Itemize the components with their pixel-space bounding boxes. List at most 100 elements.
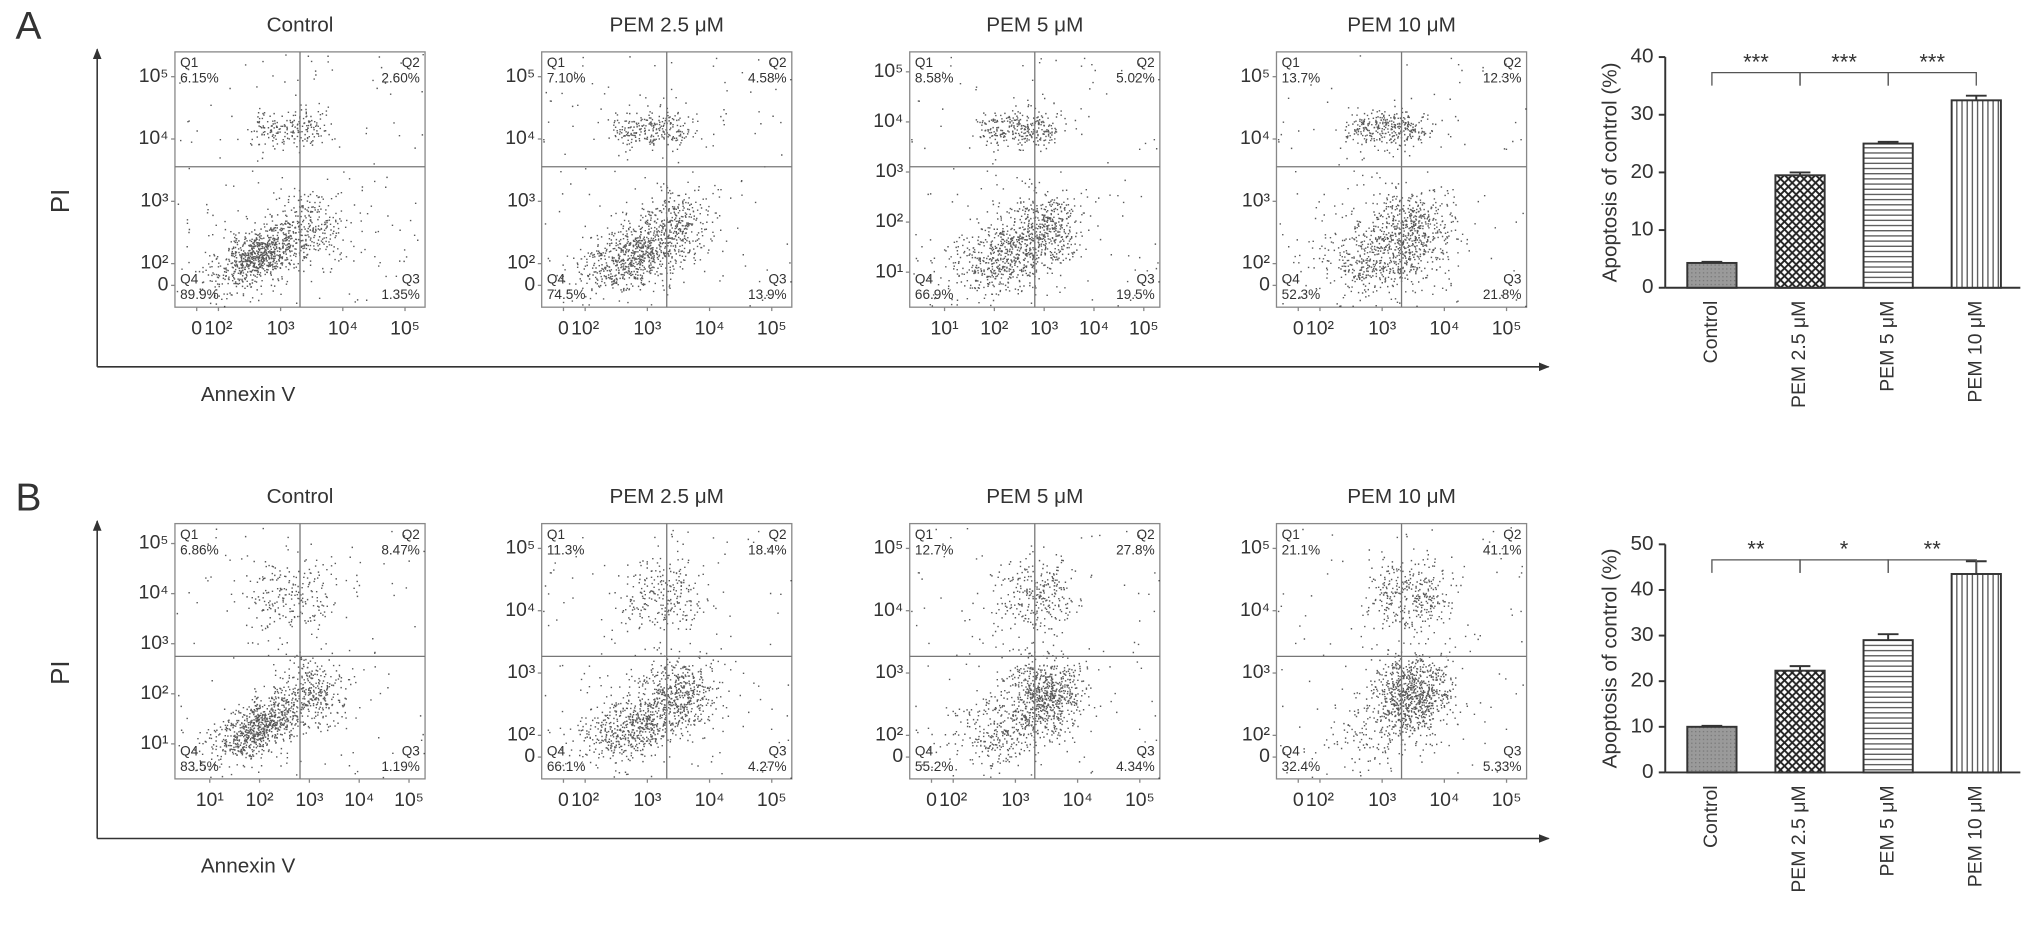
quadrant-percent: 1.19% — [381, 759, 420, 774]
y-tick-label: 10⁵ — [506, 65, 536, 87]
quadrant-percent: 21.1% — [1282, 542, 1321, 557]
x-tick-label: 0 — [1293, 789, 1304, 811]
quadrant-name: Q3 — [1503, 272, 1521, 287]
quadrant-percent: 4.27% — [748, 759, 787, 774]
bar — [1686, 725, 1738, 774]
x-tick-label: 10⁴ — [1429, 317, 1459, 339]
y-tick-label: 10 — [1631, 218, 1654, 241]
error-bar — [1701, 724, 1723, 727]
y-tick-label: 10⁴ — [1240, 127, 1270, 149]
x-tick-label: 10⁴ — [1429, 789, 1459, 811]
y-tick-label: 10 — [1631, 714, 1654, 737]
x-tick-label: 10² — [204, 317, 233, 339]
x-tick-label: 10² — [1306, 317, 1335, 339]
x-tick-label: 10² — [571, 317, 600, 339]
plot-title: Control — [267, 13, 334, 36]
y-tick-label: 10² — [1242, 252, 1271, 274]
y-tick-label: 10³ — [140, 189, 169, 211]
x-tick-label: 0 — [926, 789, 937, 811]
quadrant-name: Q3 — [1137, 743, 1155, 758]
significance-label: * — [1840, 537, 1849, 562]
quadrant-percent: 2.60% — [381, 71, 420, 86]
quadrant-percent: 6.86% — [180, 542, 219, 557]
quadrant-name: Q4 — [180, 272, 199, 287]
y-tick-label: 10² — [140, 252, 169, 274]
y-tick-label: 10⁴ — [1240, 599, 1270, 621]
quadrant-name: Q1 — [1282, 527, 1300, 542]
significance-label: *** — [1919, 49, 1945, 74]
quadrant-name: Q2 — [1137, 55, 1155, 70]
x-tick-label: 10⁴ — [328, 317, 358, 339]
y-tick-label: 10⁵ — [139, 65, 169, 87]
quadrant-name: Q4 — [547, 743, 566, 758]
plot-title: PEM 2.5 μM — [610, 13, 724, 36]
quadrant-name: Q4 — [1282, 272, 1301, 287]
x-tick-label: 10⁵ — [757, 317, 787, 339]
error-bar — [1965, 94, 1987, 101]
x-tick-label: 10¹ — [196, 789, 225, 811]
x-tick-label: 10³ — [633, 789, 662, 811]
x-tick-label: 10⁴ — [1079, 317, 1109, 339]
significance-bracket — [1711, 71, 1801, 86]
y-tick-label: 10² — [140, 682, 169, 704]
quadrant-percent: 1.35% — [381, 287, 420, 302]
x-tick-label: 10³ — [295, 789, 324, 811]
quadrant-percent: 5.02% — [1116, 71, 1155, 86]
quadrant-name: Q2 — [1137, 527, 1155, 542]
y-tick-label: 10⁵ — [139, 532, 169, 554]
x-axis-label: Annexin V — [201, 383, 296, 406]
quadrant-name: Q2 — [402, 55, 420, 70]
x-tick-label: 0 — [558, 317, 569, 339]
panel-label: A — [16, 5, 42, 48]
quadrant-name: Q4 — [547, 272, 566, 287]
quadrant-name: Q3 — [402, 743, 420, 758]
x-tick-label: 10⁵ — [1129, 317, 1159, 339]
bar — [1686, 261, 1738, 289]
x-tick-label: Control — [1700, 301, 1722, 364]
x-tick-label: Control — [1700, 785, 1722, 848]
y-tick-label: 10³ — [1242, 189, 1271, 211]
y-tick-label: 10⁵ — [874, 537, 904, 559]
y-tick-label: 20 — [1631, 669, 1654, 692]
x-tick-label: 10³ — [1368, 789, 1397, 811]
x-tick-label: 10³ — [1368, 317, 1397, 339]
x-tick-label: PEM 10 μM — [1964, 785, 1986, 887]
quadrant-percent: 8.47% — [381, 542, 420, 557]
quadrant-percent: 74.5% — [547, 287, 586, 302]
x-tick-label: 10³ — [1001, 789, 1030, 811]
plot-title: PEM 5 μM — [986, 13, 1083, 36]
y-tick-label: 30 — [1631, 102, 1654, 125]
y-tick-label: 10⁵ — [506, 537, 536, 559]
quadrant-name: Q2 — [1503, 527, 1521, 542]
quadrant-name: Q2 — [402, 527, 420, 542]
quadrant-name: Q2 — [768, 55, 786, 70]
y-tick-label: 10² — [1242, 723, 1271, 745]
y-tick-label: 10⁴ — [505, 599, 535, 621]
x-tick-label: 10⁵ — [390, 317, 420, 339]
significance-label: ** — [1747, 537, 1765, 562]
x-tick-label: 10³ — [267, 317, 296, 339]
significance-bracket — [1799, 71, 1889, 86]
quadrant-percent: 5.33% — [1483, 759, 1522, 774]
bar — [1774, 174, 1826, 289]
quadrant-percent: 11.3% — [547, 542, 585, 557]
y-tick-label: 10⁵ — [1240, 65, 1270, 87]
y-tick-label: 10¹ — [140, 732, 169, 754]
error-bar — [1877, 140, 1899, 144]
quadrant-name: Q2 — [768, 527, 786, 542]
quadrant-percent: 41.1% — [1483, 542, 1522, 557]
bar — [1862, 142, 1914, 289]
y-tick-label: 10⁴ — [873, 599, 903, 621]
y-axis-label: PI — [47, 660, 75, 684]
x-tick-label: 0 — [1293, 317, 1304, 339]
x-tick-label: 10² — [980, 317, 1009, 339]
quadrant-name: Q1 — [547, 55, 565, 70]
y-tick-label: 10² — [507, 723, 536, 745]
y-tick-label: 30 — [1631, 623, 1654, 646]
y-tick-label: 10³ — [1242, 661, 1271, 683]
quadrant-name: Q4 — [915, 743, 934, 758]
significance-label: *** — [1743, 49, 1769, 74]
y-tick-label: 10⁴ — [139, 582, 169, 604]
x-tick-label: 10⁵ — [394, 789, 424, 811]
